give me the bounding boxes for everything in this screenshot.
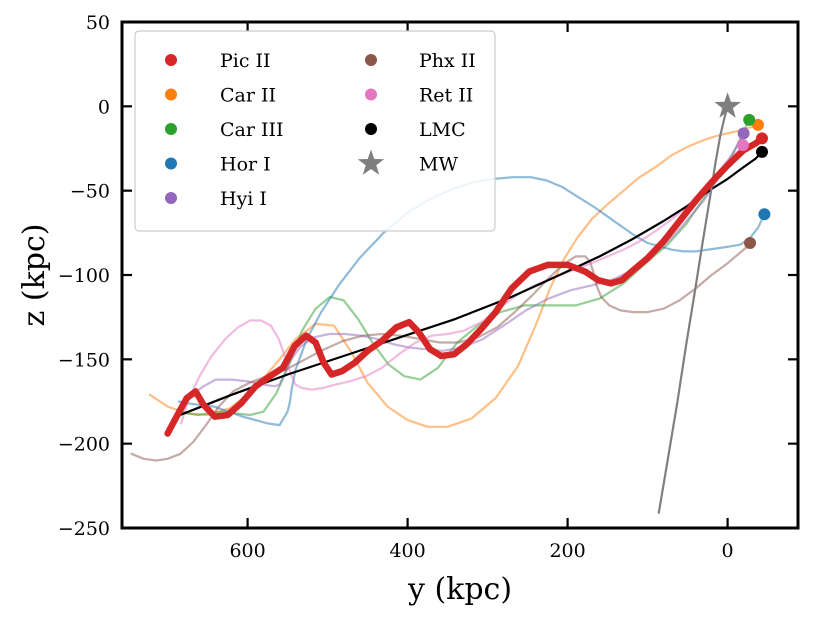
marker-ret-ii xyxy=(736,139,749,152)
legend-label-hor-i: Hor I xyxy=(220,154,271,176)
legend-box xyxy=(134,30,496,232)
legend-label-pic-ii: Pic II xyxy=(220,50,271,72)
legend-marker-car-ii xyxy=(165,88,177,101)
legend-marker-lmc xyxy=(365,123,377,135)
y-tick-label: −250 xyxy=(58,518,110,540)
legend-marker-car-iii xyxy=(165,123,177,135)
legend-label-car-ii: Car II xyxy=(220,85,276,107)
orbit-line-phx-ii xyxy=(130,241,752,462)
plot-frame xyxy=(120,20,800,530)
legend: Pic II Car II Car III Hor I Hyi I Phx II Ret I… xyxy=(134,30,496,232)
legend-marker-hor-i xyxy=(165,157,177,170)
y-tick-label: −50 xyxy=(70,181,110,203)
current-positions xyxy=(714,92,771,249)
legend-label-ret-ii: Ret II xyxy=(419,85,473,107)
x-axis-label: y (kpc) xyxy=(407,572,512,607)
marker-lmc xyxy=(756,145,768,158)
marker-mw xyxy=(714,92,741,118)
marker-hor-i xyxy=(758,208,771,221)
marker-hyi-i xyxy=(737,127,750,140)
legend-marker-mw xyxy=(357,149,385,175)
legend-marker-pic-ii xyxy=(165,54,177,66)
y-tick-label: −100 xyxy=(58,265,110,287)
orbit-line-car-iii xyxy=(176,118,751,417)
legend-marker-ret-ii xyxy=(365,88,377,101)
legend-label-lmc: LMC xyxy=(419,119,466,141)
orbit-line-pic-ii xyxy=(164,135,766,437)
y-tick-label: 50 xyxy=(86,12,110,34)
y-tick-label: 0 xyxy=(98,96,110,118)
y-tick-label: −200 xyxy=(58,434,110,456)
orbit-line-mw xyxy=(657,105,729,514)
orbit-line-hyi-i xyxy=(182,132,745,410)
x-tick-label: 400 xyxy=(389,540,425,562)
legend-label-hyi-i: Hyi I xyxy=(220,188,267,210)
marker-pic-ii xyxy=(756,132,768,145)
marker-car-iii xyxy=(743,113,756,126)
x-tick-label: 600 xyxy=(229,540,265,562)
x-tick-label: 0 xyxy=(722,540,734,562)
y-tick-label: −150 xyxy=(58,349,110,371)
marker-car-ii xyxy=(752,118,764,131)
legend-label-phx-ii: Phx II xyxy=(419,50,476,72)
marker-phx-ii xyxy=(744,236,756,249)
x-tick-label: 200 xyxy=(549,540,585,562)
legend-label-car-iii: Car III xyxy=(220,119,284,141)
legend-label-mw: MW xyxy=(419,154,458,176)
legend-marker-phx-ii xyxy=(365,54,377,66)
y-axis-label: z (kpc) xyxy=(17,224,52,327)
legend-marker-hyi-i xyxy=(165,192,177,204)
tick-labels: 600 400 200 0 50 0 −50 −100 −150 −200 −250 xyxy=(58,12,734,562)
